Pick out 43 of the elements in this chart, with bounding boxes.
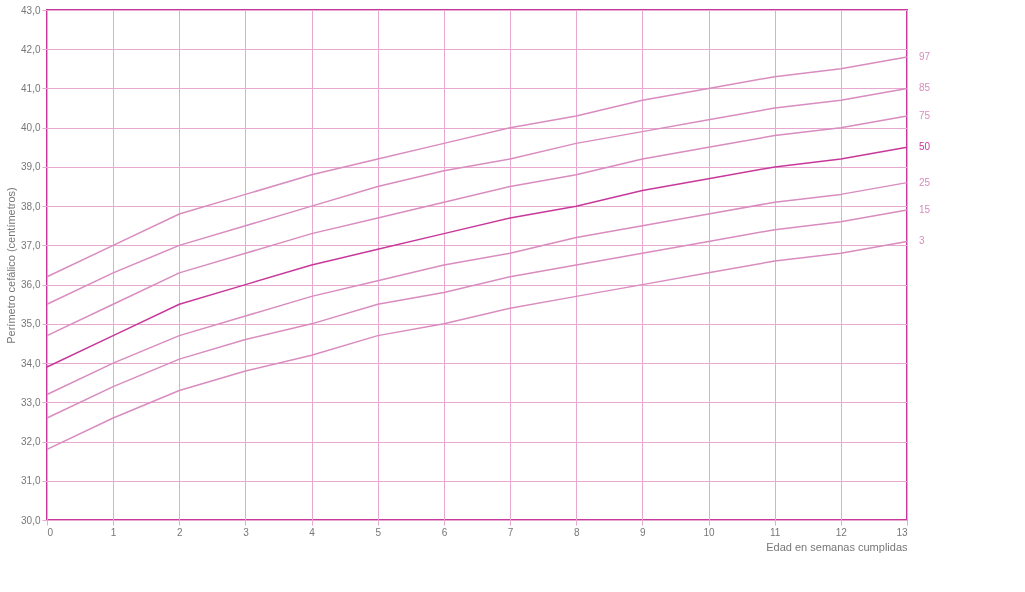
x-tick-label: 5 (375, 526, 382, 538)
y-tick-label: 37,0 (21, 239, 41, 251)
y-tick-label: 33,0 (21, 396, 41, 408)
y-tick-label: 36,0 (21, 279, 41, 291)
x-tick-label: 1 (110, 526, 117, 538)
series-label: 15 (919, 204, 931, 216)
y-tick-label: 43,0 (21, 4, 41, 16)
series-label: 75 (919, 109, 931, 121)
x-tick-label: 4 (309, 526, 316, 538)
x-tick-label: 3 (243, 526, 250, 538)
line-series (46, 87, 908, 305)
x-tick-label: 10 (703, 526, 716, 538)
x-tick-label: 12 (835, 526, 848, 538)
x-tick-label: 8 (573, 526, 580, 538)
line-series (46, 209, 908, 419)
y-tick-label: 40,0 (21, 122, 41, 134)
series-label: 25 (919, 176, 931, 188)
y-tick-label: 39,0 (21, 161, 41, 173)
y-tick-label: 34,0 (21, 357, 41, 369)
series-label: 50 (919, 141, 931, 153)
x-tick-label: 9 (640, 526, 647, 538)
y-tick-label: 31,0 (21, 475, 41, 487)
x-tick-label: 11 (770, 526, 781, 538)
y-axis-title: Perímetro cefálico (centímetros) (5, 187, 18, 344)
y-tick-label: 32,0 (21, 436, 41, 448)
x-axis-title: Edad en semanas cumplidas (766, 540, 908, 553)
x-tick-label: 2 (177, 526, 184, 538)
line-series (46, 56, 908, 278)
y-tick-label: 42,0 (21, 43, 41, 55)
series-label: 3 (919, 235, 925, 247)
line-series (46, 181, 908, 396)
x-tick-label: 7 (507, 526, 514, 538)
line-series (46, 115, 908, 337)
x-tick-label: 6 (441, 526, 448, 538)
y-tick-label: 38,0 (21, 200, 41, 212)
y-tick-label: 41,0 (21, 82, 41, 94)
x-tick-label: 13 (896, 526, 908, 538)
series-label: 85 (919, 82, 931, 94)
y-tick-label: 30,0 (21, 514, 41, 526)
x-tick-label: 0 (47, 526, 54, 538)
y-tick-label: 35,0 (21, 318, 41, 330)
series-label: 97 (919, 51, 931, 63)
line-series (46, 240, 908, 451)
